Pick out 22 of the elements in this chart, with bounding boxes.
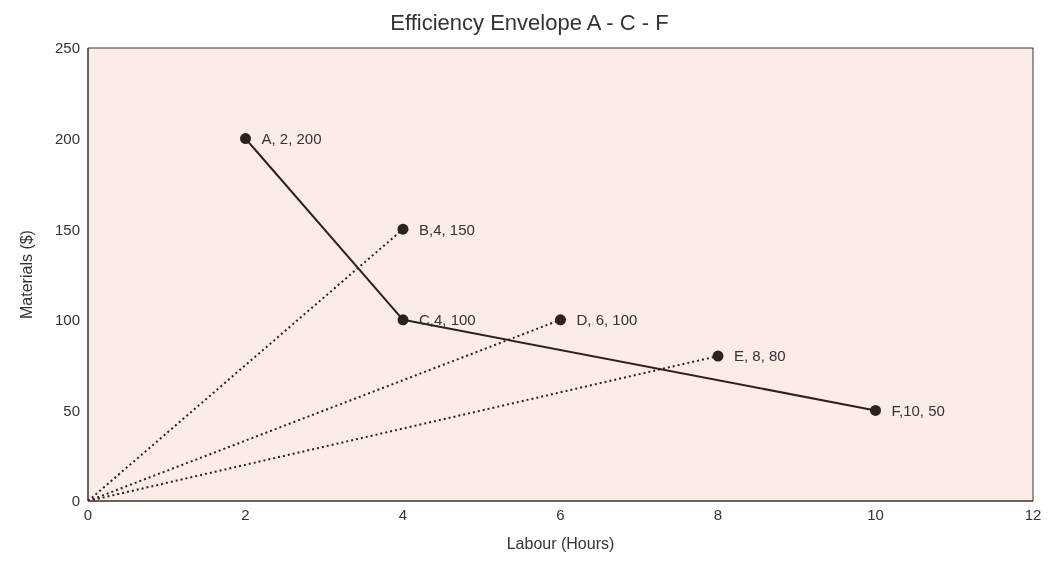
x-tick-label: 6 xyxy=(556,505,565,523)
x-tick-label: 10 xyxy=(867,505,884,523)
x-axis-title: Labour (Hours) xyxy=(506,535,615,552)
y-tick-label: 150 xyxy=(54,220,80,238)
chart-title: Efficiency Envelope A - C - F xyxy=(390,10,669,35)
y-tick-label: 100 xyxy=(54,311,80,329)
x-tick-label: 0 xyxy=(83,505,93,523)
y-axis-title: Materials ($) xyxy=(17,230,35,319)
annotation: C,4, 100 xyxy=(419,311,476,329)
y-tick-label: 250 xyxy=(54,39,80,57)
annotation: E, 8, 80 xyxy=(734,347,786,365)
y-tick-label: 0 xyxy=(71,492,80,510)
annotation: B,4, 150 xyxy=(419,220,475,238)
x-tick-label: 4 xyxy=(398,505,408,523)
annotation: F,10, 50 xyxy=(891,401,945,419)
annotation: A, 2, 200 xyxy=(261,129,322,147)
y-tick-label: 200 xyxy=(54,129,80,147)
annotation: D, 6, 100 xyxy=(576,311,638,329)
x-tick-label: 12 xyxy=(1024,505,1042,523)
x-tick-label: 2 xyxy=(241,505,250,523)
x-tick-label: 8 xyxy=(713,505,723,523)
y-tick-label: 50 xyxy=(63,401,80,419)
